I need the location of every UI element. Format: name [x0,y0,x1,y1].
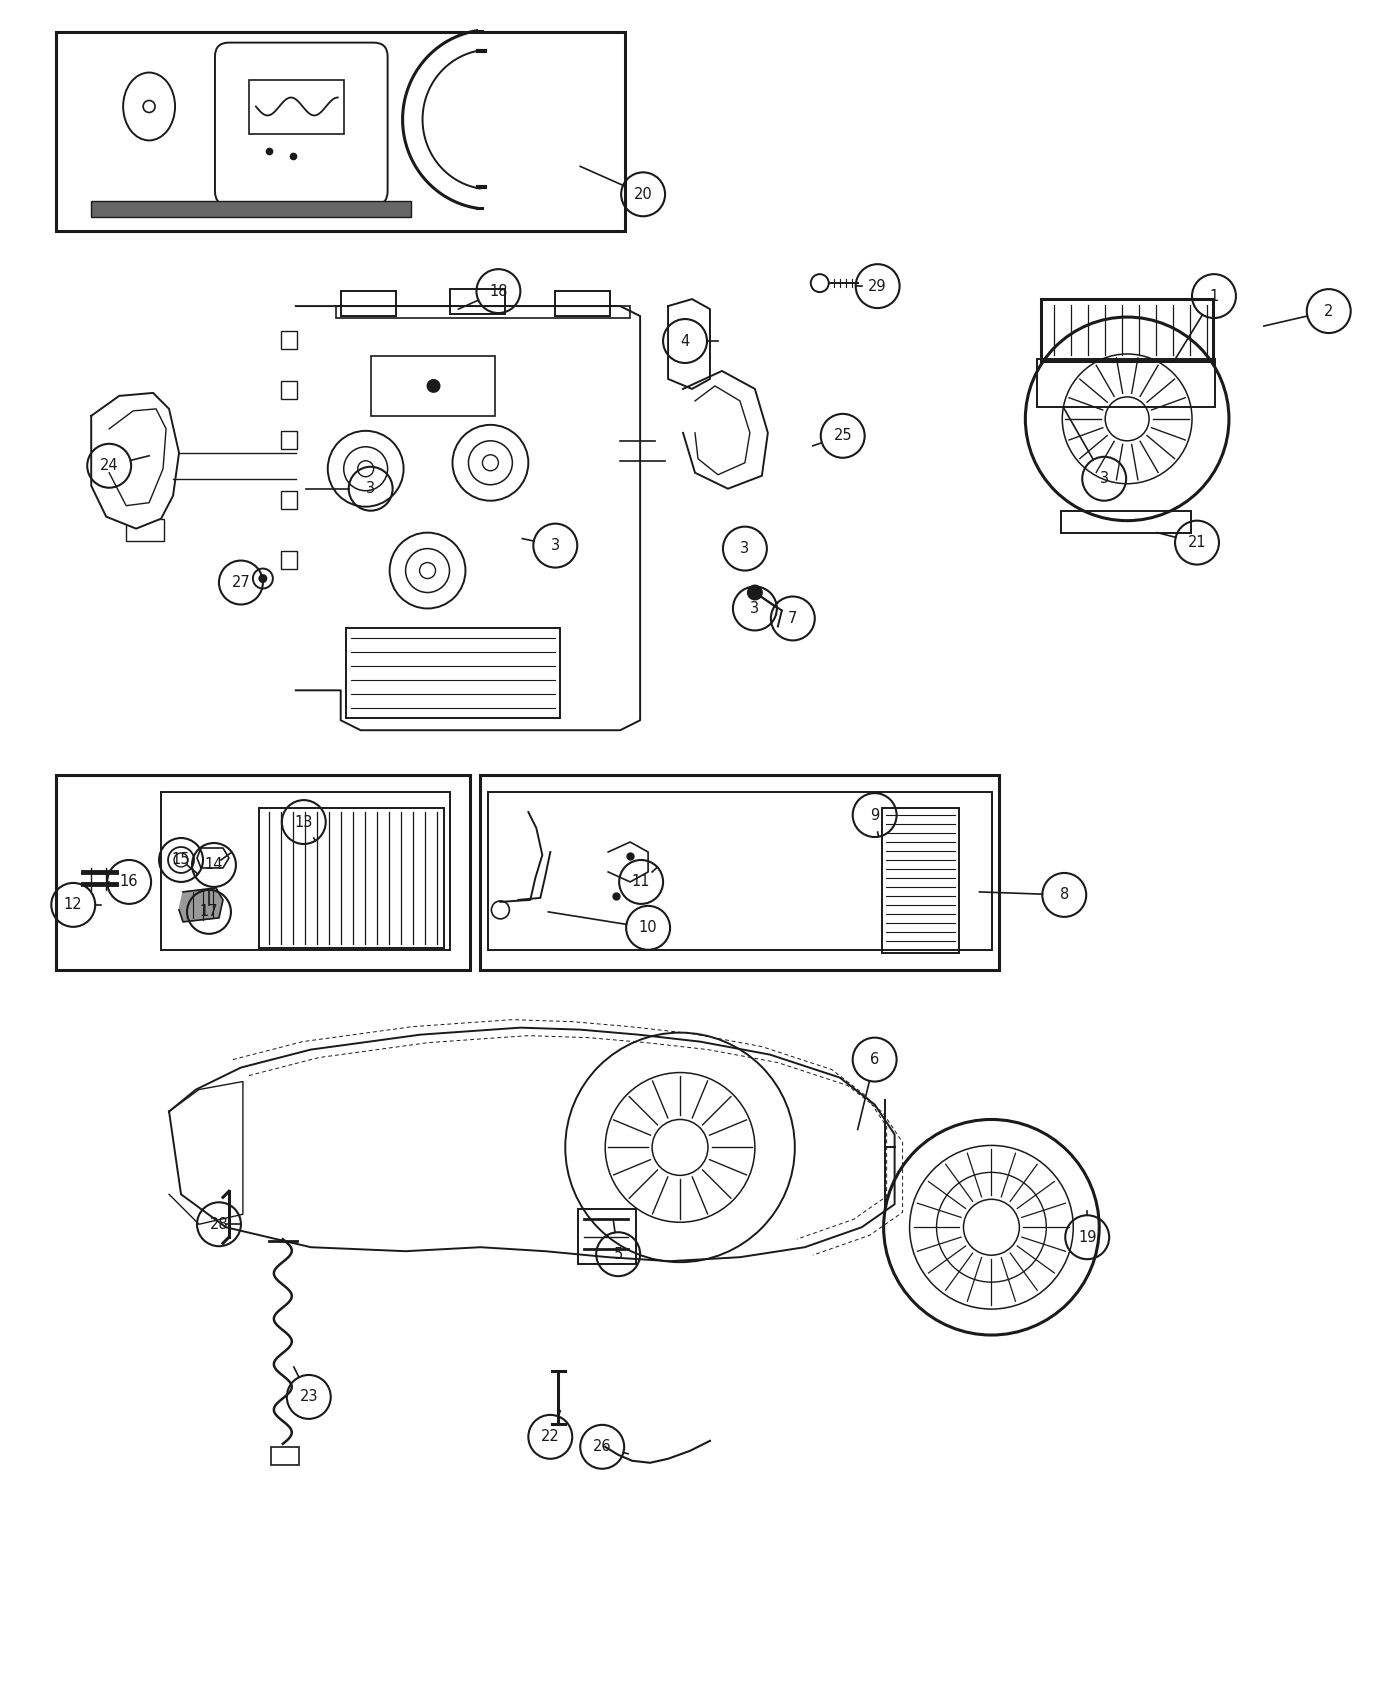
Text: 18: 18 [489,284,508,299]
Bar [281,491,297,508]
Polygon shape [179,887,223,921]
Circle shape [259,575,266,581]
Text: 24: 24 [99,459,119,473]
Text: 20: 20 [634,187,652,202]
Bar [56,775,470,969]
Polygon shape [169,1027,895,1261]
Bar [281,381,297,400]
Text: 10: 10 [638,920,658,935]
Text: 27: 27 [231,575,251,590]
Text: 21: 21 [1187,536,1207,551]
Bar [281,551,297,568]
Text: 5: 5 [613,1246,623,1261]
Text: 17: 17 [200,904,218,920]
Text: 29: 29 [868,279,888,294]
Polygon shape [295,306,640,731]
Text: 6: 6 [869,1052,879,1068]
Bar [1042,299,1212,360]
Bar [126,518,164,541]
Text: 3: 3 [741,541,749,556]
Bar [281,332,297,348]
Text: 22: 22 [540,1430,560,1445]
Bar [56,32,626,231]
Text: 12: 12 [64,898,83,913]
Text: 3: 3 [550,539,560,552]
Bar [340,291,396,316]
Text: 9: 9 [869,808,879,823]
Bar [270,1447,298,1465]
Text: 3: 3 [1099,471,1109,486]
Bar [480,775,1000,969]
Text: 25: 25 [833,428,853,444]
Bar [451,289,505,314]
Text: 3: 3 [365,481,375,496]
Polygon shape [91,393,179,529]
Bar [91,201,410,218]
Bar [259,808,444,949]
Bar [161,792,451,950]
Circle shape [427,379,440,393]
Text: 16: 16 [120,874,139,889]
Text: 15: 15 [172,852,190,867]
Bar [281,430,297,449]
Bar [346,629,560,719]
Bar [1061,510,1191,532]
Bar [578,1209,636,1265]
Bar [556,291,610,316]
Text: 3: 3 [750,602,759,615]
Bar [249,80,344,134]
Text: 8: 8 [1060,887,1070,903]
Text: 11: 11 [631,874,651,889]
Text: 2: 2 [1324,304,1333,318]
Text: 14: 14 [204,857,223,872]
Text: 23: 23 [300,1389,318,1404]
Text: 4: 4 [680,333,690,348]
Text: 7: 7 [788,610,798,626]
Circle shape [748,585,762,600]
Bar [371,355,496,416]
Bar [1037,359,1215,406]
Bar [489,792,993,950]
Text: 1: 1 [1210,289,1218,304]
Bar [336,306,630,318]
Text: 26: 26 [592,1440,612,1453]
Text: 19: 19 [1078,1229,1096,1244]
Bar [882,808,959,952]
Text: 28: 28 [210,1217,228,1232]
Text: 13: 13 [294,814,314,830]
